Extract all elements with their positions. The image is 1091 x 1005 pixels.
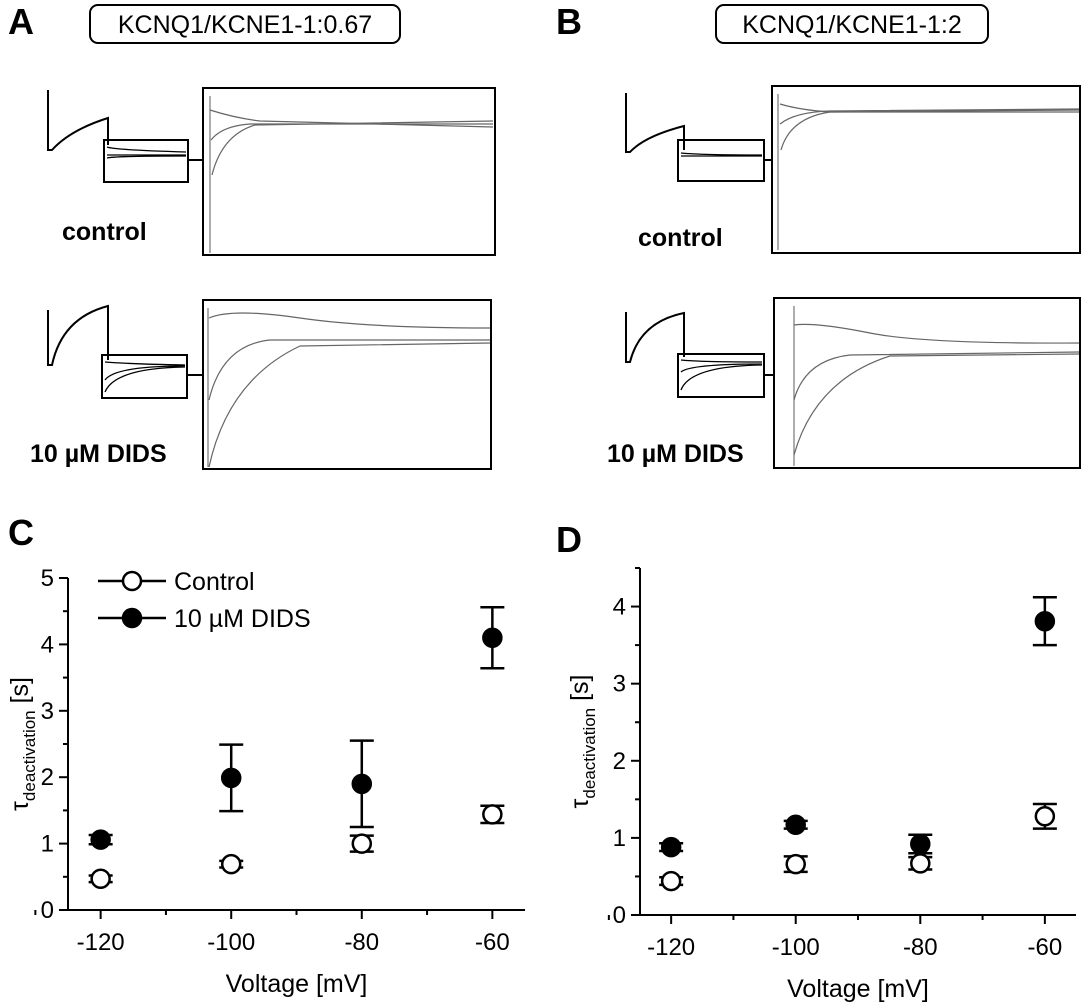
trace-a-dids	[47, 299, 492, 470]
overview-trace	[47, 90, 109, 151]
x-tick-label: -60	[1028, 934, 1063, 961]
tail-current-2	[208, 339, 490, 401]
y-tick-label: 2	[613, 748, 626, 775]
construct-title-a: KCNQ1/KCNE1-1:0.67	[118, 11, 372, 39]
x-axis-label: Voltage [mV]	[226, 970, 368, 998]
data-point	[910, 833, 931, 855]
zoom-inset	[101, 354, 188, 399]
condition-label-b-dids: 10 µM DIDS	[607, 440, 744, 468]
x-axis-label: Voltage [mV]	[787, 975, 929, 1003]
legend-marker	[121, 570, 143, 592]
series-control	[88, 804, 505, 890]
title-box-b	[715, 4, 989, 44]
y-axis-label: τdeactivation [s]	[6, 677, 39, 811]
y-axis-label-symbol: τ	[6, 801, 34, 811]
chart-c: 0 1 2 3 4 5 -120 -100 -80 -60 Voltage [mV] τdeactiv…	[6, 565, 525, 998]
y-tick-label: 3	[613, 671, 626, 698]
inset-traces	[680, 359, 763, 391]
legend-label: 10 µM DIDS	[174, 605, 311, 633]
data-point	[482, 627, 503, 649]
data-point	[351, 773, 373, 795]
overview-trace	[625, 311, 685, 363]
zoom-box	[202, 299, 492, 470]
x-tick-label: -80	[903, 934, 938, 961]
trace-a-control	[47, 87, 496, 256]
series-dids	[659, 596, 1057, 858]
y-axis-label-unit: [s]	[6, 677, 34, 710]
series-dids	[88, 605, 505, 850]
panel-letter-c: C	[8, 512, 34, 553]
data-point	[785, 814, 806, 836]
tail-current-1	[208, 312, 491, 329]
condition-label-a-control: control	[62, 218, 147, 246]
overview-trace	[47, 304, 109, 366]
tail-current-3	[208, 342, 491, 468]
y-tick-label: 5	[41, 565, 54, 592]
data-point	[482, 804, 503, 825]
tail-current-2	[793, 351, 1080, 401]
y-tick-label: 4	[41, 631, 54, 658]
tail-current-2	[210, 123, 493, 141]
data-point	[785, 853, 806, 875]
trace-b-control	[625, 85, 1081, 254]
y-axis-label-subscript: deactivation	[580, 708, 599, 799]
inset-traces	[680, 152, 763, 157]
x-tick-label: -100	[207, 929, 255, 956]
data-point	[90, 829, 111, 850]
y-tick-label: 2	[41, 764, 54, 791]
y-tick-label: 3	[41, 698, 54, 725]
panel-letter-a: A	[8, 1, 34, 42]
data-point	[660, 836, 682, 858]
x-tick-label: -60	[475, 929, 510, 956]
data-point	[1034, 610, 1056, 632]
y-axis-label-symbol: τ	[566, 798, 594, 808]
panel-letter-b: B	[556, 1, 582, 42]
x-tick-label: -120	[647, 934, 695, 961]
zoom-box	[773, 297, 1081, 469]
inset-traces	[104, 361, 186, 393]
data-point	[220, 767, 242, 789]
tail-current-2	[779, 108, 1080, 125]
inset-traces	[106, 146, 187, 159]
overview-trace	[625, 93, 685, 153]
tail-current-3	[793, 353, 1080, 456]
data-point	[220, 853, 242, 875]
zoom-inset	[677, 139, 765, 182]
y-tick-label: 0	[613, 902, 626, 929]
condition-label-b-control: control	[638, 224, 723, 252]
panel-letter-d: D	[556, 519, 582, 560]
y-tick-label: 1	[613, 825, 626, 852]
zoom-box	[202, 87, 496, 256]
zoom-box	[771, 85, 1081, 254]
construct-title-b: KCNQ1/KCNE1-1:2	[742, 11, 962, 39]
data-point	[1034, 806, 1056, 827]
y-tick-label: 1	[41, 831, 54, 858]
tail-current-3	[211, 120, 494, 176]
data-point	[660, 870, 682, 892]
chart-d: 0 1 2 3 4 -120 -100 -80 -60 Voltage [mV] τdeactiva…	[566, 567, 1076, 1003]
y-tick-label: 0	[41, 897, 54, 924]
y-axis-label-subscript: deactivation	[20, 710, 39, 801]
tail-current-3	[780, 109, 1080, 151]
legend: Control 10 µM DIDS	[98, 568, 311, 633]
y-axis-label: τdeactivation [s]	[566, 675, 599, 809]
y-tick-label: 4	[613, 594, 626, 621]
trace-b-dids	[625, 297, 1081, 469]
data-point	[351, 833, 373, 854]
condition-label-a-dids: 10 µM DIDS	[30, 440, 167, 468]
legend-label: Control	[174, 568, 255, 596]
tail-current-1	[209, 109, 494, 128]
data-point	[910, 853, 931, 874]
x-tick-label: -100	[772, 934, 820, 961]
legend-marker	[121, 607, 143, 629]
x-tick-label: -120	[77, 929, 125, 956]
series-control	[659, 802, 1057, 892]
tail-current-1	[793, 323, 1080, 344]
title-box-a	[89, 4, 401, 44]
x-tick-label: -80	[344, 929, 379, 956]
y-axis-label-unit: [s]	[566, 675, 594, 708]
zoom-inset	[103, 139, 189, 183]
data-point	[90, 868, 111, 890]
